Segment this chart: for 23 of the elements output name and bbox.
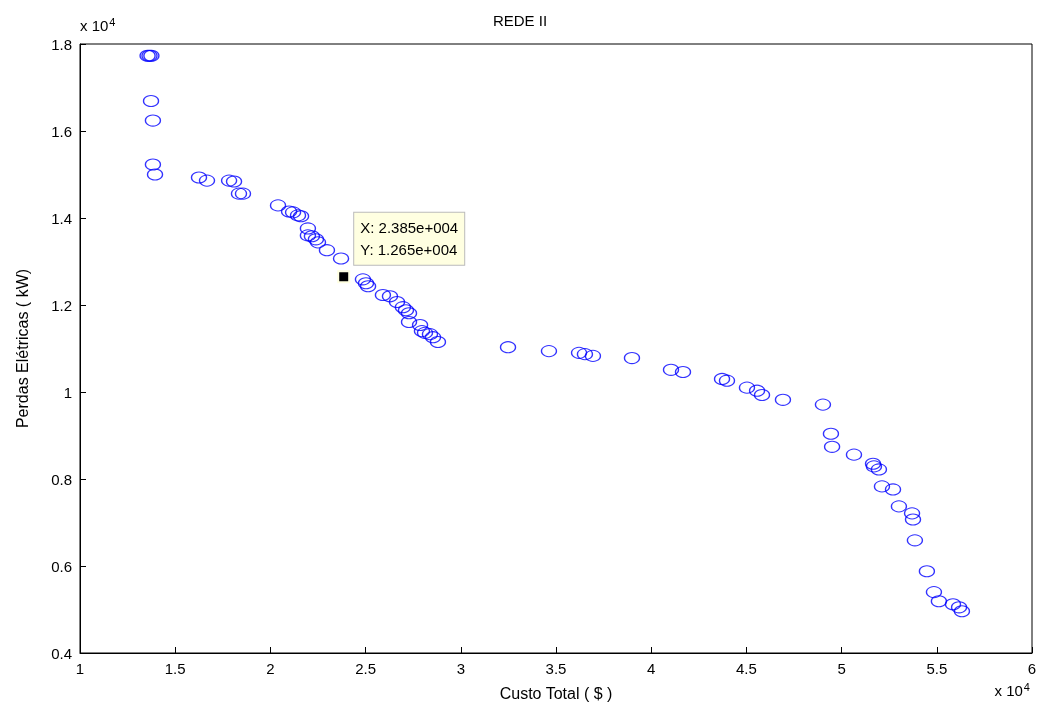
y-axis-title: Perdas Elétricas ( kW) xyxy=(13,268,31,429)
y-tick-label: 0.8 xyxy=(51,470,72,488)
x-tick-label: 6 xyxy=(1027,660,1037,677)
x-tick-label: 4 xyxy=(647,660,656,677)
x-axis-title: Custo Total ( $ ) xyxy=(499,684,613,702)
y-tick-label: 1.4 xyxy=(51,209,72,227)
x-tick-label: 4.5 xyxy=(735,660,757,677)
y-tick-label: 1.6 xyxy=(51,122,72,140)
annotation: X: 2.385e+004 Y: 1.265e+004 xyxy=(360,219,459,259)
y-tick-label: 0.4 xyxy=(51,644,72,662)
y-tick-label: 1.8 xyxy=(51,35,72,53)
chart-title: REDE II xyxy=(492,12,548,29)
x-tick-label: 1.5 xyxy=(164,660,186,677)
x-tick-label: 5.5 xyxy=(926,660,948,677)
y-tick-label: 0.6 xyxy=(51,557,72,575)
x-tick-label: 2.5 xyxy=(355,660,377,677)
x-tick-label: 3.5 xyxy=(545,660,567,677)
x-tick-label: 3 xyxy=(456,660,465,677)
y-tick-label: 1.2 xyxy=(51,296,72,314)
x-tick-label: 2 xyxy=(266,660,275,677)
x-tick-label: 1 xyxy=(75,660,85,677)
x-tick-label: 5 xyxy=(837,660,846,677)
y-tick-label: 1 xyxy=(63,383,72,401)
